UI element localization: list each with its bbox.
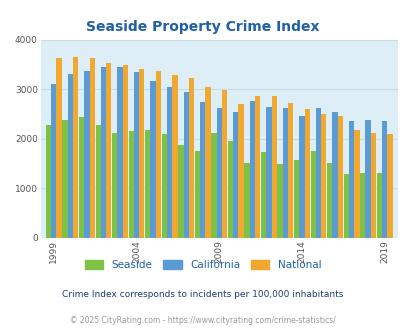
Bar — [194, 151, 200, 238]
Bar — [293, 160, 298, 238]
Bar — [122, 65, 128, 238]
Bar — [84, 71, 90, 238]
Bar — [211, 133, 216, 238]
Bar — [178, 145, 183, 238]
Bar — [46, 125, 51, 238]
Bar — [298, 116, 304, 238]
Bar — [386, 134, 392, 238]
Bar — [95, 125, 100, 238]
Bar — [79, 117, 84, 238]
Bar — [348, 121, 353, 238]
Bar — [287, 103, 293, 238]
Bar — [343, 174, 348, 238]
Bar — [359, 173, 364, 238]
Bar — [326, 163, 332, 238]
Text: Crime Index corresponds to incidents per 100,000 inhabitants: Crime Index corresponds to incidents per… — [62, 290, 343, 299]
Bar — [205, 86, 210, 238]
Bar — [376, 173, 381, 238]
Bar — [315, 108, 320, 238]
Bar — [254, 96, 260, 238]
Bar — [353, 130, 358, 238]
Bar — [90, 58, 95, 238]
Bar — [166, 86, 172, 238]
Bar — [232, 112, 238, 238]
Bar — [216, 108, 222, 238]
Bar — [106, 63, 111, 238]
Bar — [56, 58, 62, 238]
Text: Seaside Property Crime Index: Seaside Property Crime Index — [86, 20, 319, 34]
Bar — [266, 107, 271, 238]
Bar — [150, 81, 156, 238]
Bar — [260, 152, 266, 238]
Bar — [145, 130, 150, 238]
Bar — [68, 74, 73, 238]
Bar — [332, 112, 337, 238]
Legend: Seaside, California, National: Seaside, California, National — [80, 256, 325, 275]
Bar — [227, 141, 232, 238]
Bar — [128, 131, 134, 238]
Bar — [62, 120, 68, 238]
Bar — [244, 163, 249, 238]
Bar — [364, 120, 370, 238]
Text: © 2025 CityRating.com - https://www.cityrating.com/crime-statistics/: © 2025 CityRating.com - https://www.city… — [70, 316, 335, 325]
Bar — [277, 164, 282, 238]
Bar — [337, 116, 342, 238]
Bar — [304, 110, 309, 238]
Bar — [310, 151, 315, 238]
Bar — [249, 101, 254, 238]
Bar — [271, 96, 276, 238]
Bar — [73, 57, 78, 238]
Bar — [222, 89, 227, 238]
Bar — [51, 84, 56, 238]
Bar — [282, 108, 287, 238]
Bar — [381, 121, 386, 238]
Bar — [156, 71, 161, 238]
Bar — [200, 102, 205, 238]
Bar — [112, 133, 117, 238]
Bar — [161, 134, 166, 238]
Bar — [238, 104, 243, 238]
Bar — [370, 133, 375, 238]
Bar — [188, 78, 194, 238]
Bar — [172, 75, 177, 238]
Bar — [117, 67, 122, 238]
Bar — [134, 72, 139, 238]
Bar — [183, 92, 188, 238]
Bar — [100, 67, 106, 238]
Bar — [320, 114, 326, 238]
Bar — [139, 69, 144, 238]
